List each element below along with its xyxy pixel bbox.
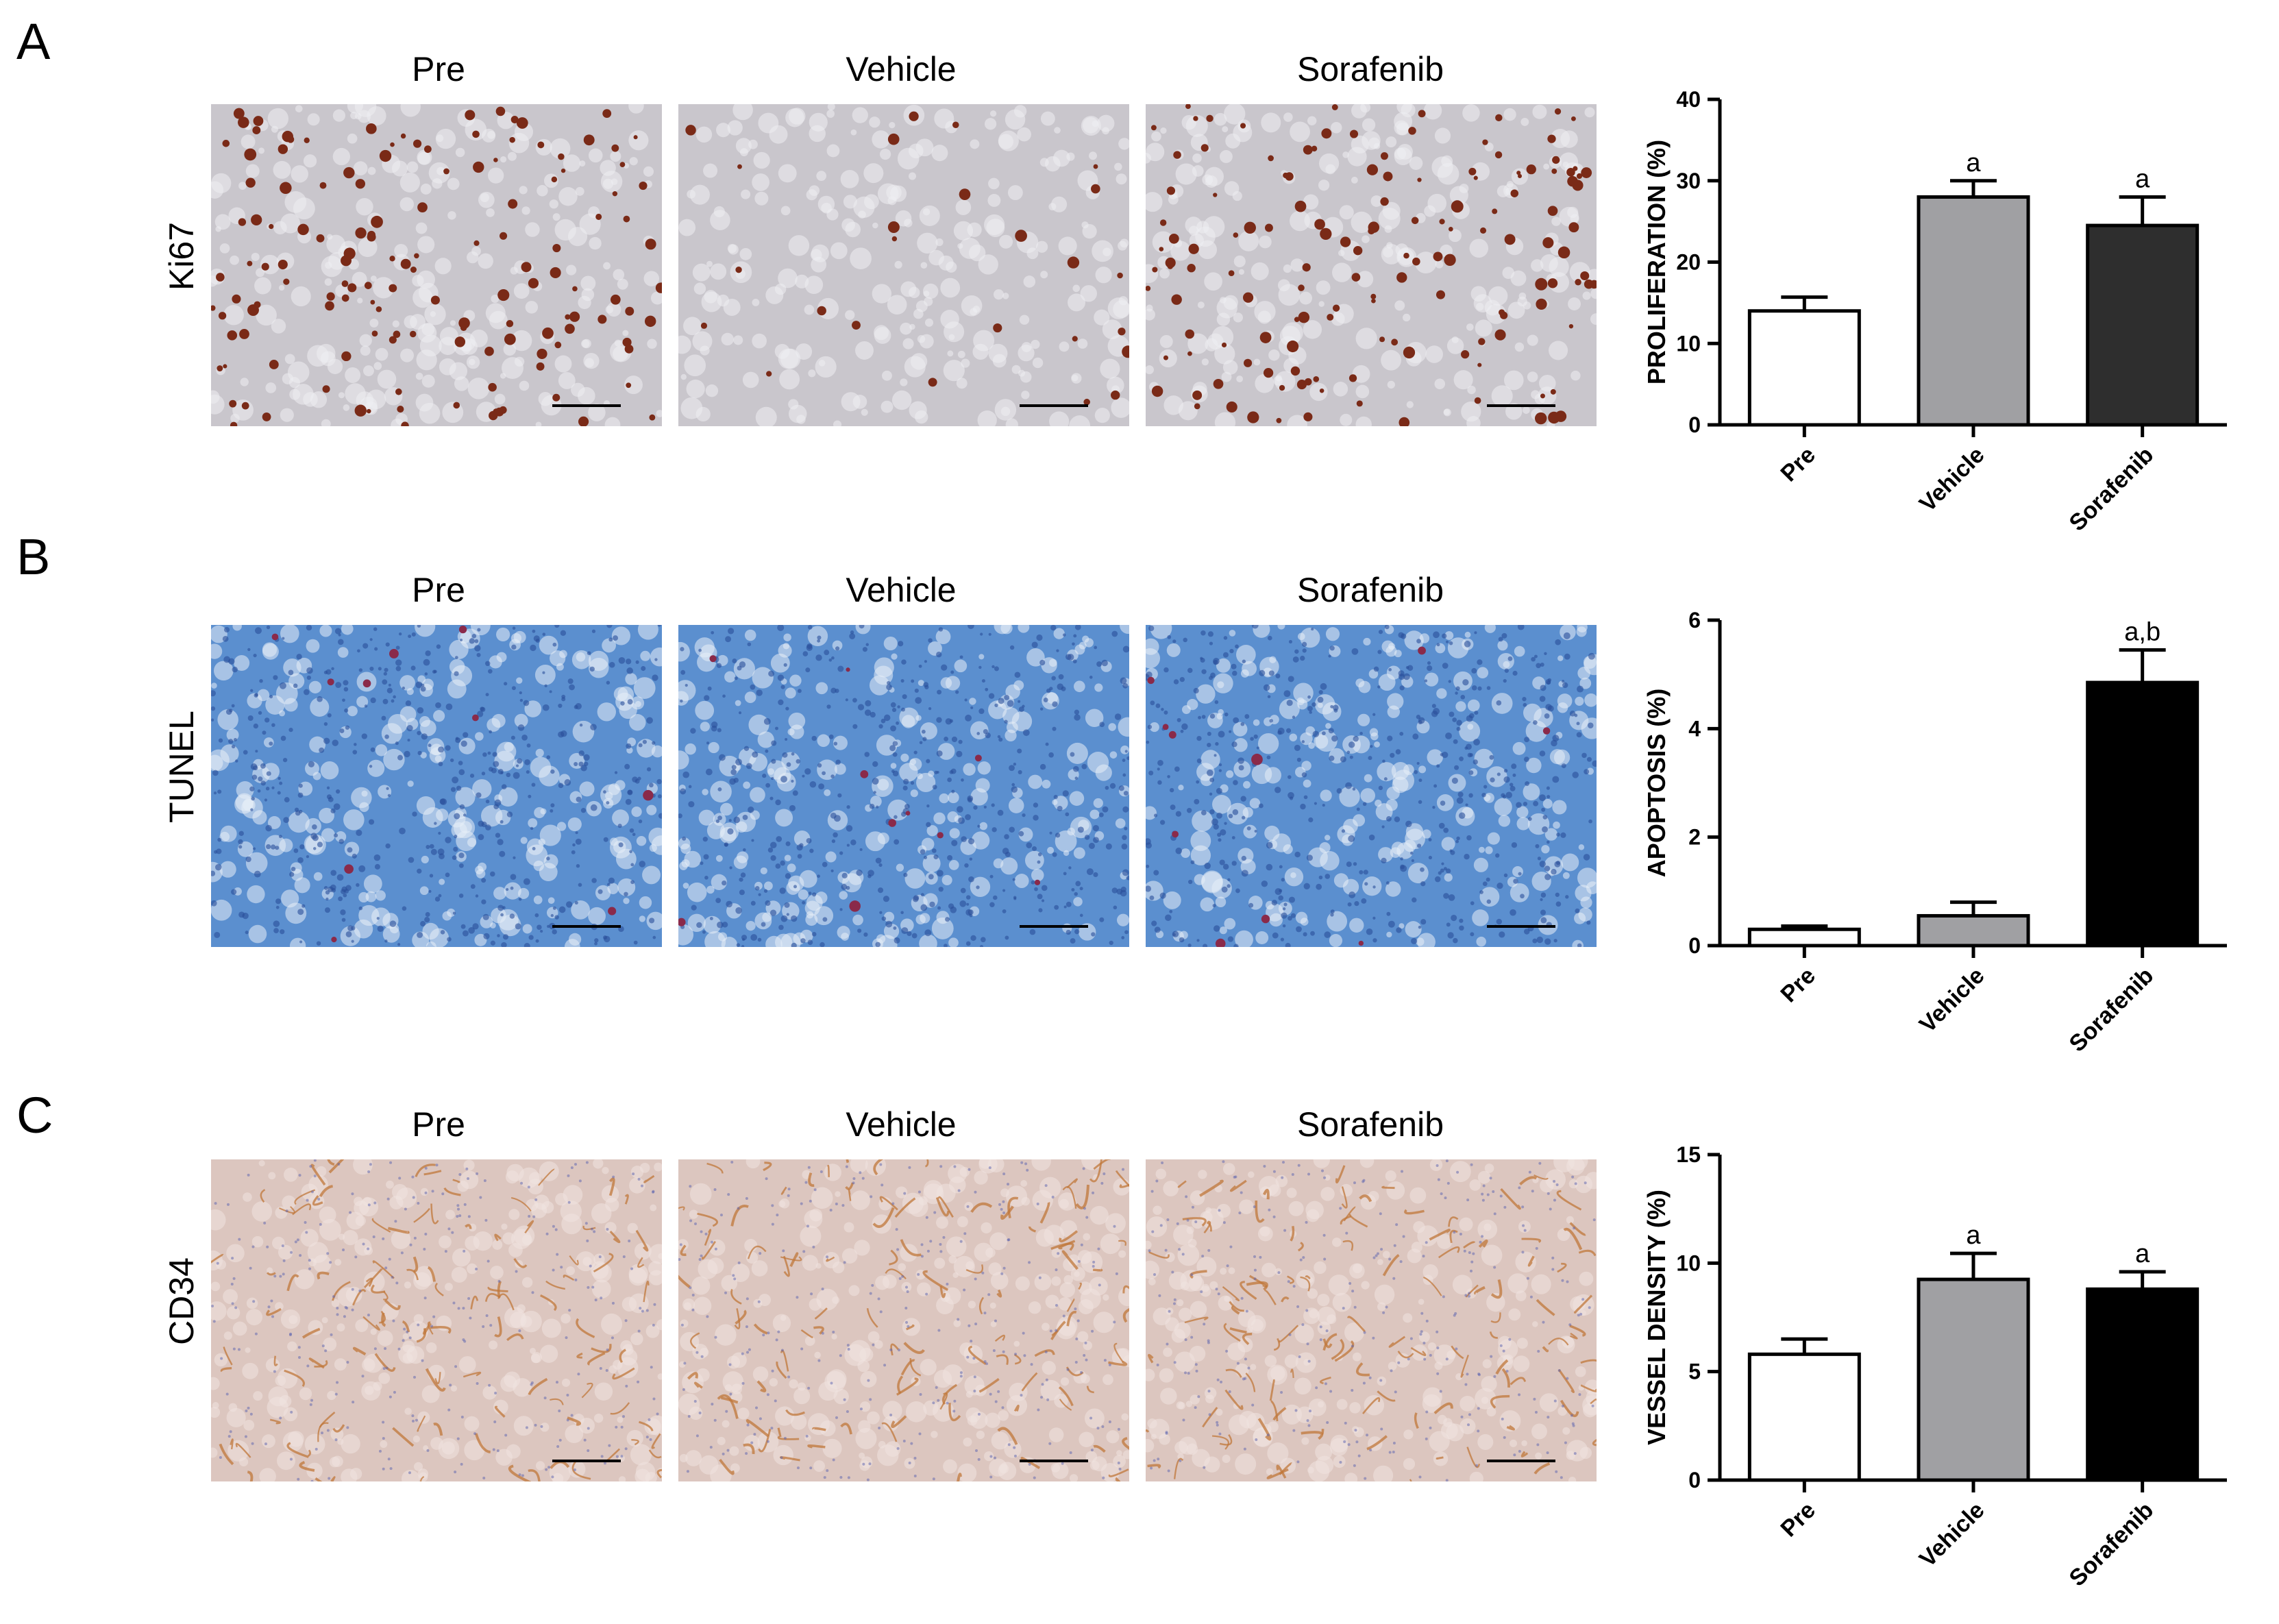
image-title-a-pre: Pre bbox=[412, 50, 465, 88]
bar bbox=[1917, 913, 2030, 948]
image-title-c-sorafenib: Sorafenib bbox=[1296, 1105, 1444, 1144]
micrograph-ki67-sorafenib bbox=[1146, 104, 1597, 426]
significance-label: a bbox=[1966, 149, 1981, 177]
bar bbox=[1917, 195, 2030, 427]
image-title-c-vehicle: Vehicle bbox=[846, 1105, 957, 1144]
stain-label-ki67: Ki67 bbox=[162, 221, 201, 291]
chart-proliferation: 0 10 20 30 40 PROLIFERATION (%) Pre a Vehicle a So… bbox=[1642, 87, 2227, 537]
bar bbox=[2086, 680, 2200, 948]
micrograph-ki67-vehicle bbox=[678, 104, 1129, 426]
image-title-a-sorafenib: Sorafenib bbox=[1296, 50, 1444, 88]
chart-apoptosis: 0 2 4 6 APOPTOSIS (%) Pre Vehicle a,b Sorafenib bbox=[1642, 608, 2227, 1057]
stain-label-cd34: CD34 bbox=[162, 1257, 201, 1345]
significance-label: a bbox=[1966, 1221, 1981, 1250]
significance-label: a bbox=[2135, 165, 2150, 194]
panel-letter-a: A bbox=[16, 13, 51, 70]
image-title-b-pre: Pre bbox=[412, 571, 465, 609]
micrograph-tunel-sorafenib bbox=[1146, 625, 1597, 947]
x-tick-label: Vehicle bbox=[1914, 1497, 1990, 1573]
micrograph-tunel-vehicle bbox=[678, 625, 1129, 947]
y-tick-label: 10 bbox=[1676, 1251, 1701, 1275]
image-title-b-sorafenib: Sorafenib bbox=[1296, 571, 1444, 609]
y-tick-label: 30 bbox=[1676, 169, 1701, 193]
x-tick-label: Sorafenib bbox=[2065, 1497, 2159, 1592]
y-tick-label: 15 bbox=[1676, 1142, 1701, 1167]
bar bbox=[1917, 1277, 2030, 1482]
x-tick-label: Vehicle bbox=[1914, 963, 1990, 1038]
bar bbox=[2086, 1287, 2200, 1482]
y-tick-label: 4 bbox=[1688, 716, 1701, 741]
y-axis-label: PROLIFERATION (%) bbox=[1642, 140, 1671, 384]
image-title-b-vehicle: Vehicle bbox=[846, 571, 957, 609]
x-tick-label: Vehicle bbox=[1914, 442, 1990, 517]
x-tick-label: Pre bbox=[1775, 963, 1821, 1008]
y-tick-label: 40 bbox=[1676, 87, 1701, 112]
bar bbox=[1747, 1352, 1861, 1482]
bar bbox=[1747, 927, 1861, 948]
x-tick-label: Pre bbox=[1775, 1497, 1821, 1542]
y-tick-label: 0 bbox=[1688, 413, 1701, 437]
y-tick-label: 10 bbox=[1676, 331, 1701, 356]
y-tick-label: 2 bbox=[1688, 825, 1701, 850]
micrograph-cd34-pre bbox=[211, 1159, 662, 1481]
micrograph-ki67-pre bbox=[211, 104, 662, 426]
y-axis-label: VESSEL DENSITY (%) bbox=[1642, 1190, 1671, 1445]
y-tick-label: 0 bbox=[1688, 933, 1701, 958]
x-tick-label: Sorafenib bbox=[2065, 442, 2159, 537]
micrograph-tunel-pre bbox=[211, 625, 662, 947]
bar bbox=[2086, 223, 2200, 427]
significance-label: a bbox=[2135, 1240, 2150, 1268]
bar bbox=[1747, 309, 1861, 427]
significance-label: a,b bbox=[2124, 618, 2160, 647]
micrograph-cd34-vehicle bbox=[678, 1159, 1129, 1481]
panel-letter-c: C bbox=[16, 1087, 53, 1144]
stain-label-tunel: TUNEL bbox=[162, 711, 201, 823]
y-tick-label: 5 bbox=[1688, 1360, 1701, 1384]
micrograph-cd34-sorafenib bbox=[1146, 1159, 1597, 1481]
image-title-a-vehicle: Vehicle bbox=[846, 50, 957, 88]
y-tick-label: 0 bbox=[1688, 1468, 1701, 1492]
x-tick-label: Pre bbox=[1775, 442, 1821, 487]
y-axis-label: APOPTOSIS (%) bbox=[1642, 689, 1671, 877]
y-tick-label: 20 bbox=[1676, 250, 1701, 275]
y-tick-label: 6 bbox=[1688, 608, 1701, 632]
x-tick-label: Sorafenib bbox=[2065, 963, 2159, 1057]
panel-letter-b: B bbox=[16, 528, 51, 585]
image-title-c-pre: Pre bbox=[412, 1105, 465, 1144]
